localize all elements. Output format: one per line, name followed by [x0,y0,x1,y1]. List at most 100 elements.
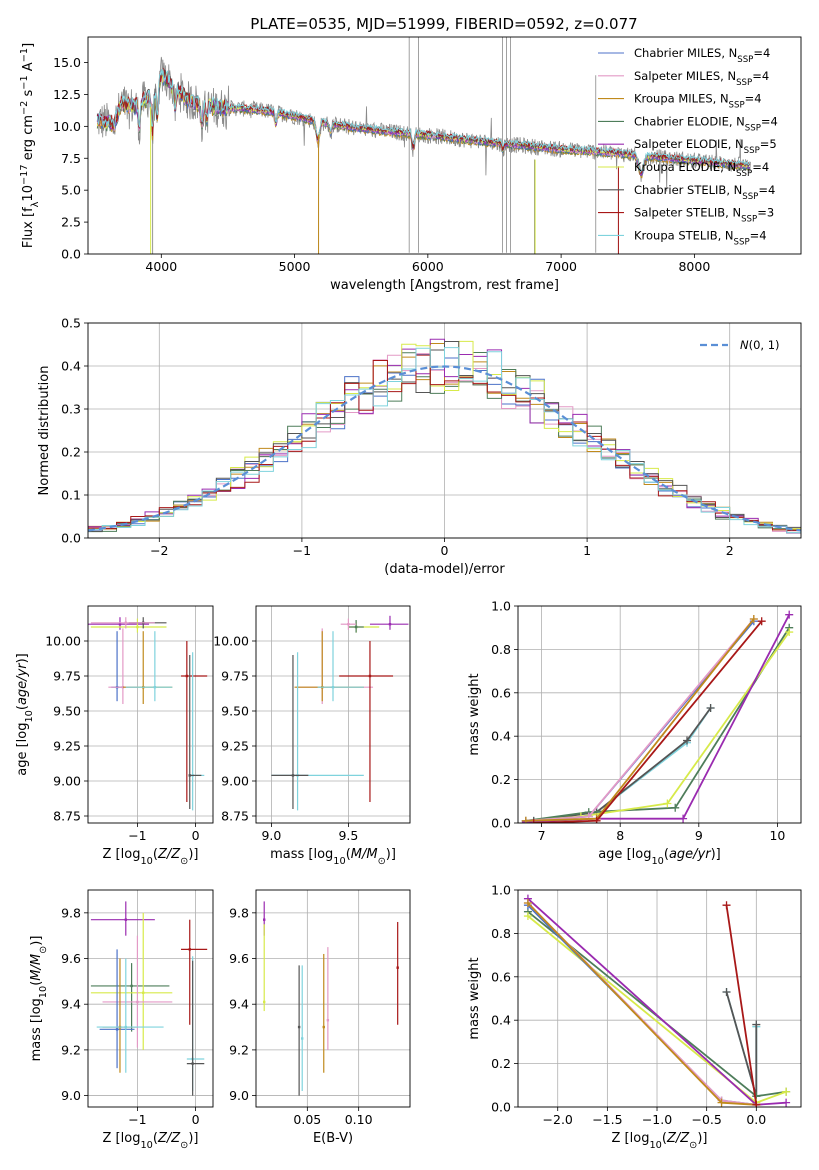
normal-curve [88,365,801,532]
y-tick-label: 1.0 [491,883,511,898]
y-tick-label: 9.4 [229,997,249,1012]
y-tick-label: 0.2 [491,772,511,787]
y-axis-label: Normed distribution [37,366,52,496]
x-axis-label: wavelength [Angstrom, rest frame] [330,278,559,293]
data-point [118,623,122,626]
data-point [188,774,191,777]
y-tick-label: 10.0 [53,119,81,134]
y-tick-label: 9.6 [61,951,81,966]
data-marker [683,736,692,745]
plot-area [88,617,208,811]
y-tick-label: 8.75 [53,809,81,824]
y-tick-label: 0.0 [61,531,81,546]
y-axis-label: mass weight [467,673,482,755]
x-axis-label: Z [log10(Z/Z⊙)] [103,1131,199,1151]
y-tick-label: 5.0 [61,183,81,198]
y-tick-label: 0.5 [61,316,81,331]
x-tick-label: 9.5 [338,828,358,843]
y-tick-label: 9.00 [53,774,81,789]
data-marker [722,901,731,910]
legend-label: Salpeter MILES, NSSP=4 [634,69,769,88]
data-marker [663,799,672,808]
axes-frame [87,889,214,1108]
data-point [191,1062,194,1065]
y-tick-label: 9.8 [229,905,249,920]
data-point [291,774,295,777]
y-tick-label: 0.4 [61,359,81,374]
data-marker [523,899,532,908]
y-tick-label: 12.5 [53,87,81,102]
y-tick-label: 9.6 [229,951,249,966]
x-tick-label: 0 [192,828,200,843]
data-marker [523,912,532,921]
y-tick-label: 0.2 [491,1056,511,1071]
data-point [368,674,372,678]
axes-frame [255,605,411,824]
data-marker [785,610,794,619]
y-tick-label: 10.00 [45,634,81,649]
y-tick-label: 9.0 [229,1088,249,1103]
plot-area [96,37,751,254]
legend-label: N(0, 1) [740,338,780,352]
data-point [115,1028,119,1031]
y-tick-label: 9.25 [53,739,81,754]
data-point [124,621,127,624]
chart-age-vs-mass: 9.0 9.5 8.75 9.00 9.25 9.50 9.75 10.00 mass [log… [213,605,411,867]
x-tick-label: 9.0 [261,828,281,843]
y-tick-label: 9.0 [61,1088,81,1103]
data-point [153,686,157,689]
data-point [388,623,392,626]
x-tick-label: −1 [128,828,146,843]
data-point [326,1019,330,1022]
y-tick-label: 0.3 [61,402,81,417]
y-tick-label: 15.0 [53,55,81,70]
data-marker [722,987,731,996]
chart-residual-histogram: −2 −1 0 1 2 0.0 0.1 0.2 0.3 0.4 0.5 (data-model)/er… [37,316,802,577]
data-point [188,948,191,951]
plot-area [263,901,399,1096]
x-tick-label: 0.0 [746,1112,766,1127]
data-point [136,625,139,629]
y-tick-label: 9.8 [61,905,81,920]
model-spectrum [96,67,751,174]
data-marker [521,816,530,823]
data-point [301,1037,304,1040]
x-tick-label: 2 [726,543,734,558]
y-tick-label: 9.4 [61,997,81,1012]
axes-frame [255,889,411,1108]
chart-mass-vs-EBV: 0.05 0.10 9.0 9.2 9.4 9.6 9.8 E(B-V) [229,889,411,1146]
axes-frame [517,605,802,824]
x-tick-label: −1 [293,543,311,558]
legend: N(0, 1) [700,338,780,352]
x-axis-label: (data-model)/error [384,562,505,577]
y-tick-label: 0.2 [61,445,81,460]
axes-frame [87,605,214,824]
x-tick-label: −1.5 [592,1112,622,1127]
data-marker [529,819,538,823]
x-tick-label: 0 [192,1112,200,1127]
data-point [396,966,399,969]
data-marker [757,617,766,626]
model-spectrum [96,68,751,173]
y-tick-label: 9.50 [53,704,81,719]
y-tick-label: 9.2 [61,1042,81,1057]
y-tick-label: 0.8 [491,926,511,941]
x-tick-label: 1 [583,543,591,558]
y-tick-label: 8.75 [221,809,249,824]
legend: Chabrier MILES, NSSP=4 Salpeter MILES, NS… [598,46,778,247]
chart-mass-vs-Z: −1 0 9.0 9.2 9.4 9.6 9.8 Z [log10(Z/Z⊙)] mass [l… [29,889,214,1151]
data-marker [785,628,794,637]
histogram-series [88,338,801,534]
legend-label: Chabrier ELODIE, NSSP=4 [634,114,778,133]
data-point [142,991,145,994]
data-point [331,686,335,689]
data-point [354,625,358,629]
y-tick-label: 1.0 [491,599,511,614]
x-tick-label: 7 [538,828,546,843]
data-marker [717,1098,726,1107]
x-tick-label: −0.5 [691,1112,721,1127]
x-tick-label: 4000 [145,259,177,274]
data-point [297,1025,301,1029]
y-tick-label: 0.8 [491,642,511,657]
x-tick-label: 8 [616,828,624,843]
